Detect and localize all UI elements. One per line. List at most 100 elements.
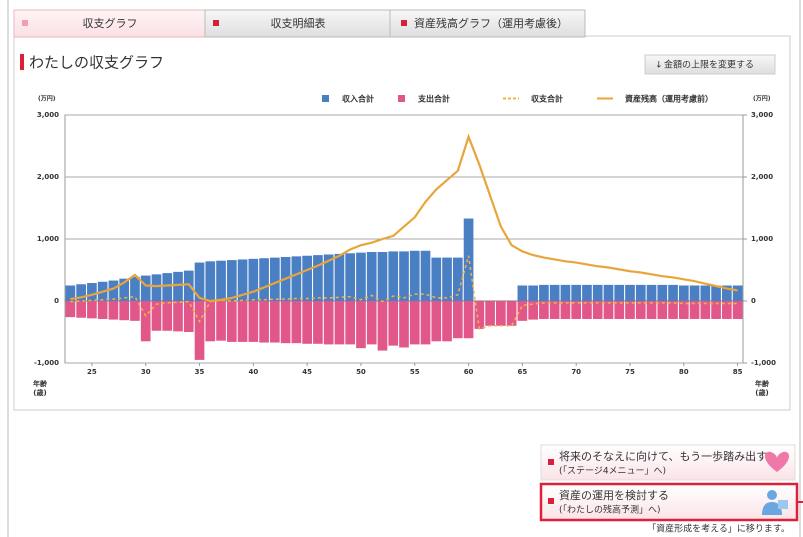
line (70, 255, 738, 330)
section-title: わたしの収支グラフ (29, 54, 164, 72)
link-bullet (548, 459, 554, 465)
bar (517, 301, 528, 321)
bar (431, 257, 442, 301)
x-tick-label: 85 (733, 368, 743, 376)
bar (463, 301, 474, 339)
bar (528, 301, 538, 320)
link-bullet (548, 498, 554, 504)
link-button[interactable]: 資産の運用を検討する (「わたしの残高予測」へ) (539, 482, 799, 522)
bar (194, 262, 205, 301)
bar (76, 284, 86, 301)
x-tick-label: 40 (248, 368, 258, 376)
bar (668, 301, 678, 319)
x-axis-label: 年齢 (歳) (33, 380, 47, 397)
bar (431, 301, 442, 342)
bar (87, 283, 97, 301)
note: 「資産形成を考える」に移ります。 (647, 523, 790, 535)
x-tick-label: 75 (625, 368, 635, 376)
bar (151, 274, 162, 301)
bar (614, 284, 625, 301)
tab-bullet (401, 20, 407, 26)
bar (732, 301, 743, 319)
legend-label: 収入合計 (342, 94, 374, 104)
bar (539, 301, 549, 319)
y-axis-unit: (万円) (38, 96, 56, 103)
bar (65, 301, 76, 318)
bar (646, 284, 657, 301)
tab[interactable]: 資産残高グラフ（運用考慮後） (389, 9, 586, 38)
bar (313, 255, 323, 301)
bar (722, 285, 732, 301)
bar (356, 301, 366, 349)
link-title: 資産の運用を検討する (559, 488, 669, 502)
bar (582, 301, 592, 319)
tab-bg (389, 9, 586, 38)
bar (194, 301, 205, 360)
bar (280, 301, 291, 344)
legend-label: 支出合計 (417, 94, 450, 104)
bar (248, 258, 259, 301)
person-icon (762, 502, 782, 515)
bar (140, 275, 151, 301)
y2-tick-label: 3,000 (751, 111, 773, 119)
y-tick-label: -1,000 (34, 359, 59, 367)
bar (420, 250, 431, 301)
bar (291, 301, 302, 344)
bar (345, 301, 356, 345)
bar (560, 301, 571, 319)
bar (625, 301, 635, 319)
bar (689, 301, 700, 319)
bar (528, 285, 538, 301)
x-tick-label: 50 (356, 368, 366, 376)
bar (65, 285, 76, 301)
chart: -1,000 0 1,000 2,000 3,000 -1,000 0 1,000 2,000 3… (34, 94, 776, 377)
x-tick-label: 35 (195, 368, 205, 376)
bar (323, 301, 334, 345)
bar (173, 271, 183, 301)
legend-label: 収支合計 (531, 94, 563, 104)
bar (259, 301, 269, 343)
y-tick-label: 2,000 (37, 173, 59, 181)
bar (270, 301, 280, 343)
person-icon (778, 500, 788, 509)
bar (237, 301, 248, 342)
y2-tick-label: 0 (751, 297, 756, 305)
bar (388, 301, 399, 346)
bar (549, 284, 560, 301)
bar (700, 301, 711, 319)
tab[interactable]: 収支グラフ (13, 9, 206, 38)
x-axis-label: 年齢 (歳) (755, 380, 769, 397)
bar (635, 284, 646, 301)
bar (496, 301, 506, 326)
link-button[interactable]: 将来のそなえに向けて、もう一歩踏み出す (「ステージ4メニュー」へ) (540, 444, 796, 481)
bar (700, 285, 711, 301)
bar (226, 301, 237, 342)
bar (345, 253, 356, 301)
y2-tick-label: -1,000 (751, 359, 776, 367)
bar (452, 301, 463, 339)
bar (151, 301, 162, 331)
bar (409, 301, 420, 345)
bar (678, 285, 689, 301)
bar (108, 280, 119, 301)
bar (237, 259, 248, 301)
bar (571, 284, 582, 301)
bar (119, 301, 130, 321)
bar (657, 301, 668, 319)
bar (226, 260, 237, 301)
bar (582, 284, 592, 301)
bar (409, 250, 420, 301)
bar (76, 301, 86, 318)
bar (248, 301, 259, 342)
bar (270, 257, 280, 301)
bar (635, 301, 646, 319)
tab-label: 収支グラフ (83, 16, 138, 30)
tab-bullet (213, 20, 219, 26)
bar (592, 284, 603, 301)
bar (183, 301, 194, 332)
limit-button[interactable]: ↓ 金額の上限を変更する (644, 54, 776, 75)
tab[interactable]: 収支明細表 (204, 9, 391, 38)
bar (646, 301, 657, 319)
title-bar (20, 54, 24, 70)
bar (216, 260, 226, 301)
